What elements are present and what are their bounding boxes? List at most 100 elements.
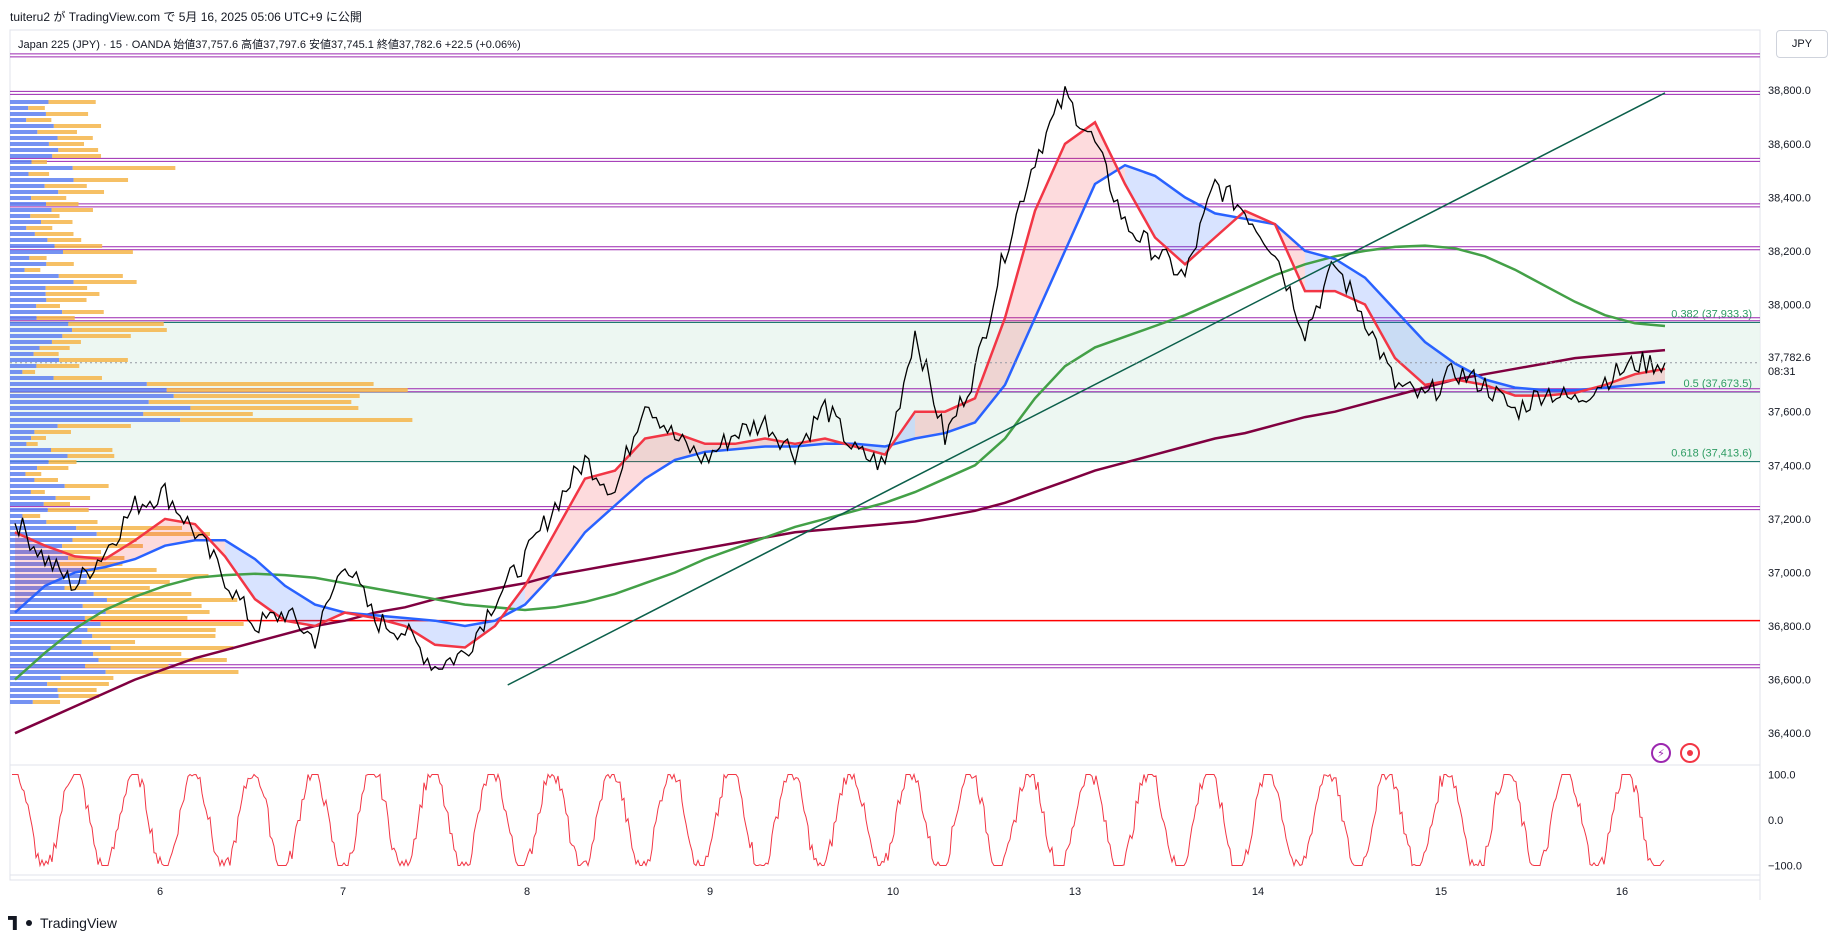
volume-bar-buy [10, 664, 86, 668]
volume-bar-buy [10, 460, 49, 464]
volume-bar-sell [72, 166, 176, 170]
volume-bar-sell [73, 178, 129, 182]
volume-bar-sell [105, 670, 239, 674]
ema-cloud [615, 438, 645, 506]
volume-bar-buy [10, 256, 30, 260]
y-tick-label: 38,000.0 [1768, 300, 1811, 312]
volume-bar-buy [10, 238, 48, 242]
volume-bar-buy [10, 370, 23, 374]
volume-bar-buy [10, 400, 149, 404]
ema-cloud [1365, 277, 1395, 359]
volume-bar-buy [10, 484, 65, 488]
volume-bar-buy [10, 388, 167, 392]
volume-bar-buy [10, 598, 107, 602]
volume-bar-buy [10, 340, 52, 344]
volume-bar-buy [10, 562, 60, 566]
volume-bar-sell [52, 154, 102, 158]
volume-bar-buy [10, 412, 144, 416]
volume-bar-sell [44, 184, 87, 188]
volume-bar-buy [10, 196, 32, 200]
volume-bar-buy [10, 346, 40, 350]
volume-bar-sell [26, 442, 38, 446]
volume-bar-buy [10, 508, 48, 512]
volume-bar-sell [46, 202, 79, 206]
volume-bar-sell [81, 568, 157, 572]
ema-cloud [975, 317, 1005, 423]
volume-bar-buy [10, 574, 88, 578]
ema-cloud [1395, 309, 1425, 385]
volume-bar-buy [10, 268, 25, 272]
volume-bar-sell [64, 586, 150, 590]
x-tick-label: 15 [1435, 886, 1447, 898]
ema-cloud [1005, 210, 1035, 385]
volume-bar-buy [10, 394, 174, 398]
volume-bar-buy [10, 382, 147, 386]
ema-cloud [1635, 368, 1665, 385]
ema-cloud [1305, 250, 1335, 292]
last-price-label: 37,782.6 [1768, 352, 1811, 364]
tradingview-logo: TradingView [8, 915, 117, 931]
volume-bar-buy [10, 670, 106, 674]
volume-bar-buy [10, 436, 32, 440]
volume-bar-sell [34, 478, 58, 482]
volume-bar-sell [146, 382, 374, 386]
volume-bar-buy [10, 328, 73, 332]
ema-cloud [1155, 175, 1185, 265]
volume-bar-buy [10, 544, 63, 548]
volume-bar-sell [47, 508, 89, 512]
volume-bar-sell [98, 658, 227, 662]
trend-line [507, 92, 1666, 686]
currency-button[interactable]: JPY [1776, 30, 1828, 58]
volume-bar-buy [10, 166, 73, 170]
volume-bar-buy [10, 286, 46, 290]
volume-bar-sell [34, 430, 71, 434]
volume-bar-sell [45, 286, 88, 290]
volume-bar-buy [10, 580, 87, 584]
fib-label: 0.618 (37,413.6) [1671, 448, 1752, 460]
volume-bar-buy [10, 688, 58, 692]
ema-cloud [1065, 122, 1095, 251]
volume-bar-sell [46, 298, 87, 302]
volume-bar-buy [10, 172, 29, 176]
volume-bar-sell [51, 340, 81, 344]
y-tick-label: 36,800.0 [1768, 621, 1811, 633]
volume-bar-buy [10, 220, 41, 224]
record-icon[interactable] [1680, 743, 1700, 763]
y-tick-label: 38,800.0 [1768, 85, 1811, 97]
flash-icon[interactable]: ⚡ [1651, 743, 1671, 763]
volume-bar-sell [180, 418, 413, 422]
volume-bar-buy [10, 682, 48, 686]
volume-bar-buy [10, 154, 53, 158]
moving-average-line [14, 120, 1666, 649]
volume-bar-sell [57, 136, 93, 140]
osc-tick-label: −100.0 [1768, 860, 1802, 872]
y-tick-label: 37,400.0 [1768, 460, 1811, 472]
y-tick-label: 38,400.0 [1768, 192, 1811, 204]
volume-bar-buy [10, 250, 63, 254]
volume-bar-sell [36, 304, 60, 308]
volume-bar-sell [87, 628, 216, 632]
volume-bar-buy [10, 142, 49, 146]
volume-bar-buy [10, 112, 46, 116]
volume-bar-sell [48, 142, 85, 146]
volume-bar-sell [72, 538, 137, 542]
volume-bar-sell [37, 130, 77, 134]
price-line [14, 86, 1666, 672]
volume-bar-buy [10, 244, 55, 248]
volume-bar-sell [96, 532, 210, 536]
volume-bar-sell [43, 502, 70, 506]
volume-bar-sell [73, 280, 137, 284]
volume-bar-buy [10, 178, 74, 182]
volume-bar-sell [57, 424, 131, 428]
ema-cloud [645, 433, 675, 479]
x-tick-label: 6 [157, 886, 163, 898]
volume-bar-buy [10, 190, 59, 194]
volume-bar-sell [45, 292, 100, 296]
volume-bar-sell [60, 676, 114, 680]
y-tick-label: 38,600.0 [1768, 139, 1811, 151]
volume-bar-buy [10, 652, 94, 656]
volume-bar-sell [58, 694, 100, 698]
volume-bar-sell [53, 124, 102, 128]
volume-bar-sell [57, 688, 97, 692]
